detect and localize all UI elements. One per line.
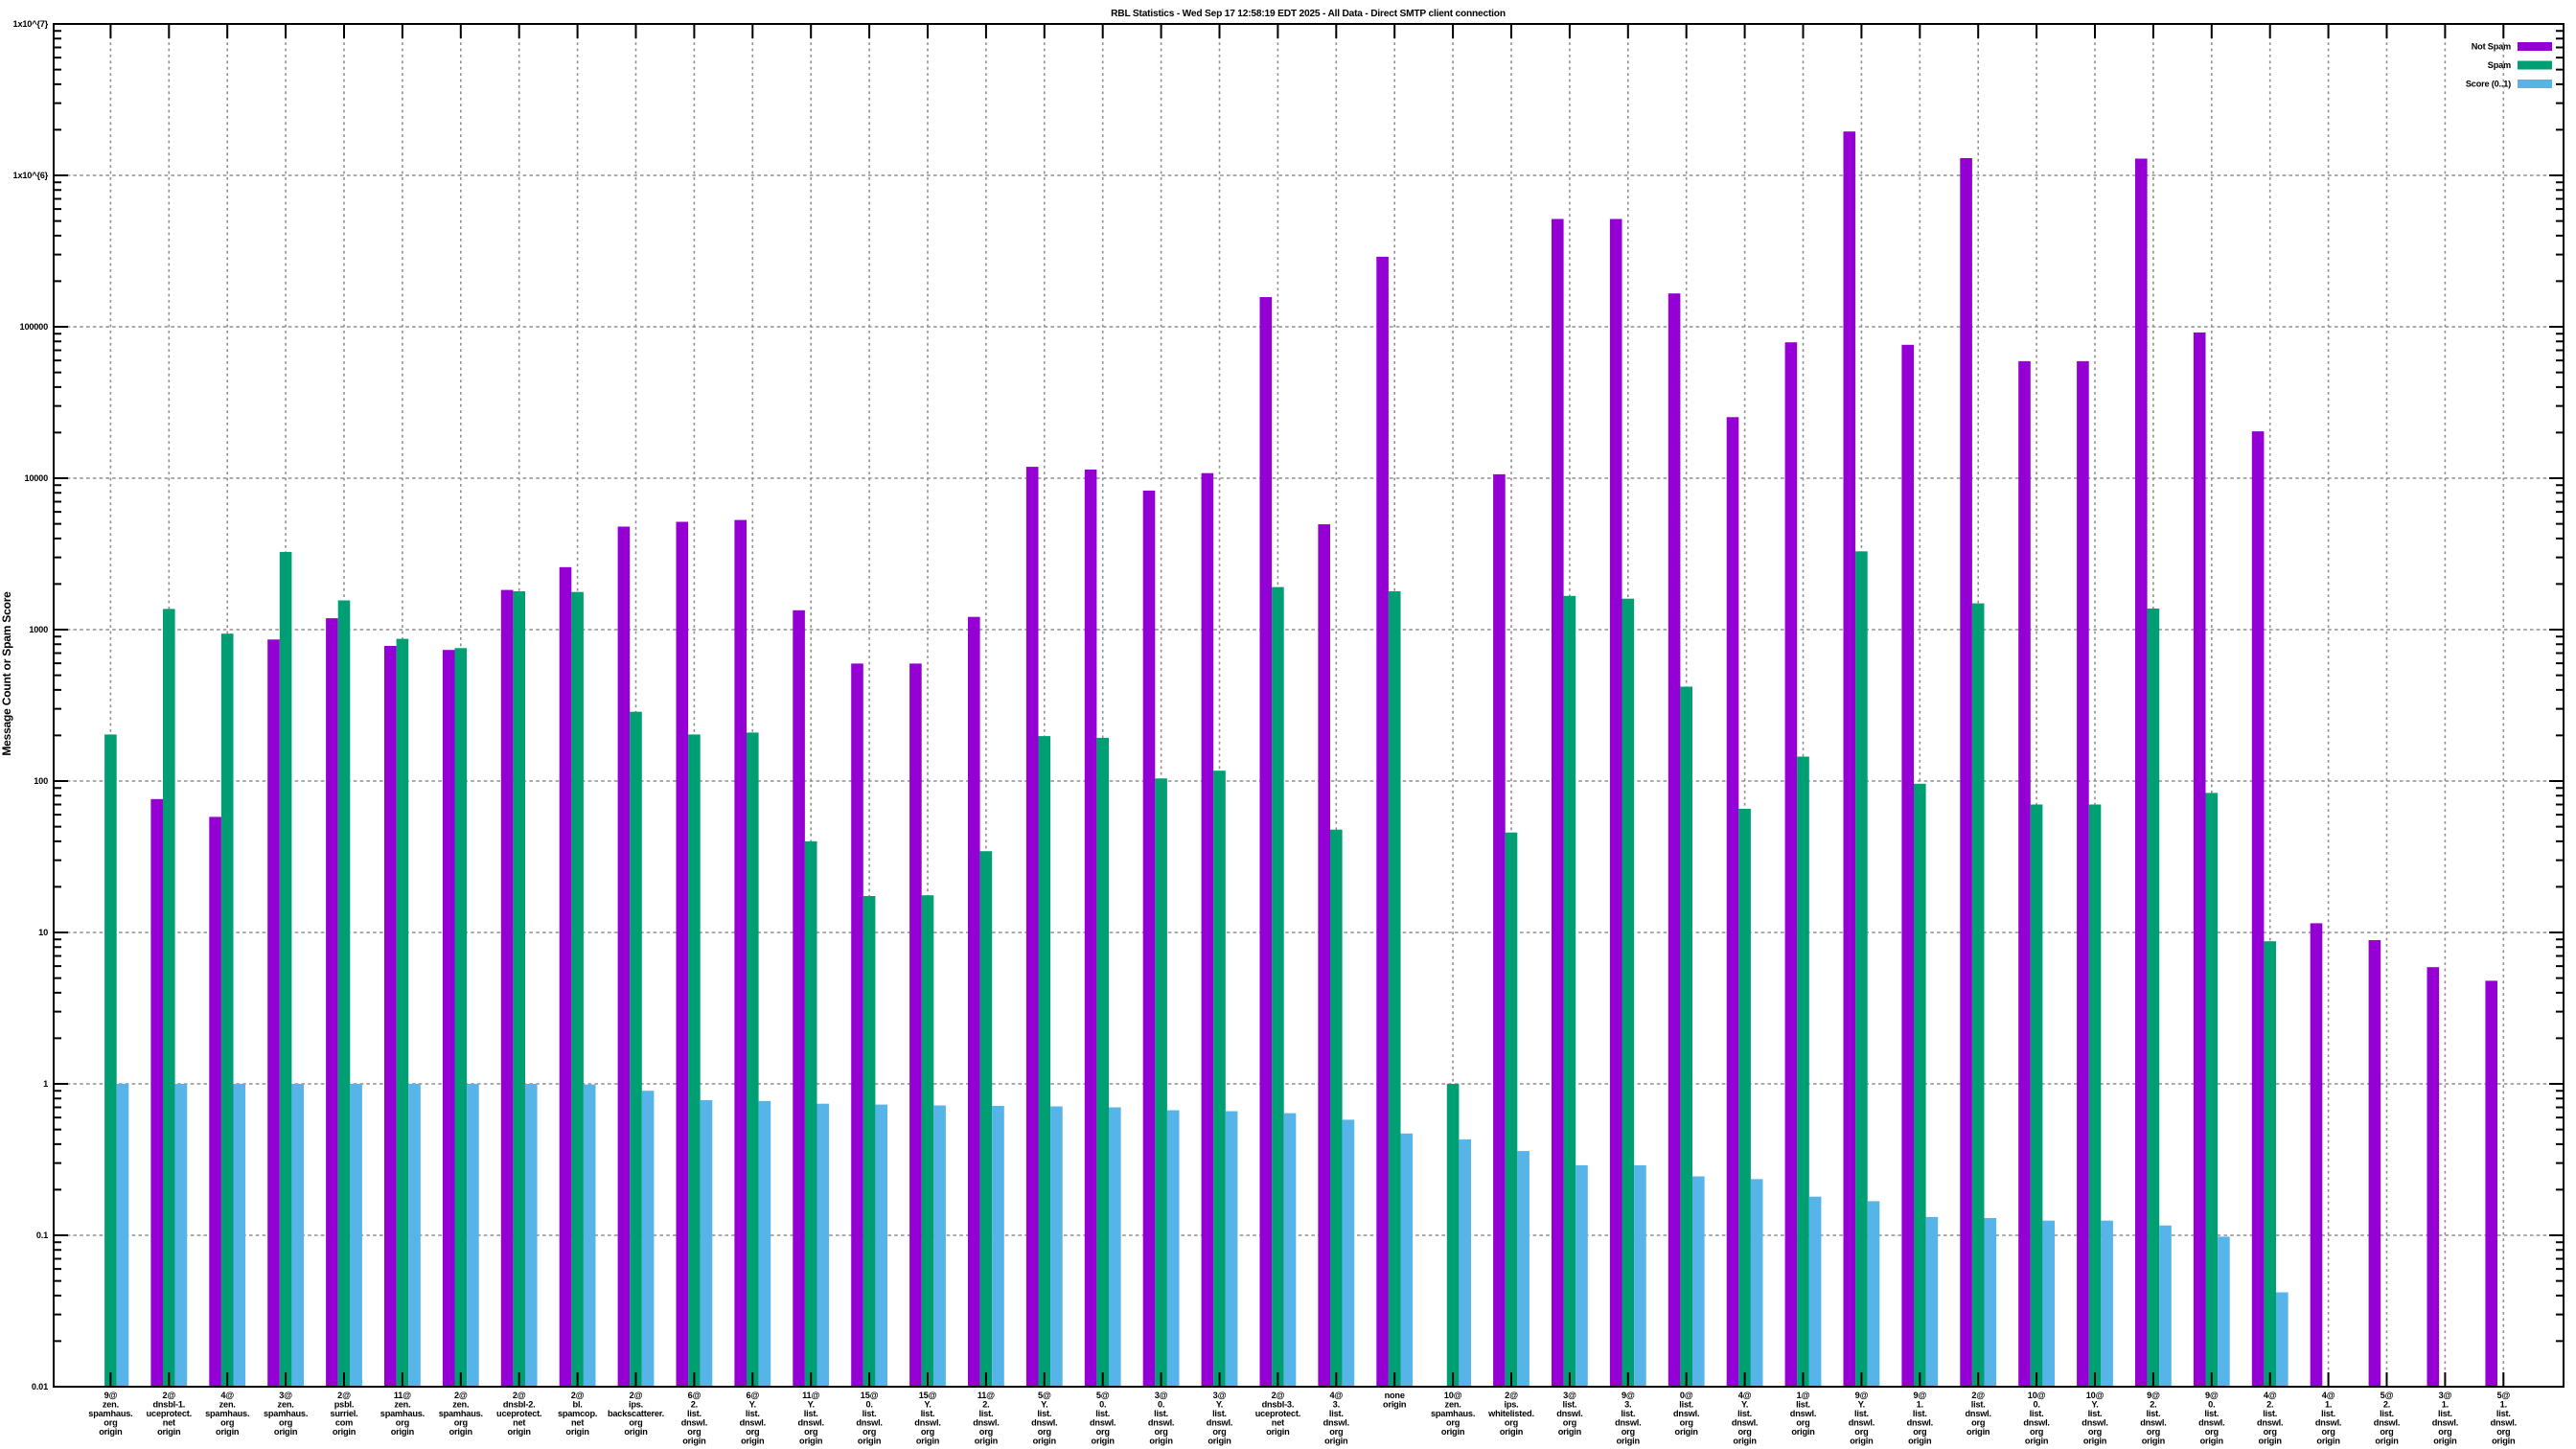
svg-text:10: 10	[38, 928, 48, 937]
svg-text:1x10^{6}: 1x10^{6}	[13, 171, 49, 180]
svg-text:Score (0..1): Score (0..1)	[2466, 80, 2511, 89]
svg-text:1: 1	[43, 1079, 48, 1089]
svg-text:RBL Statistics - Wed Sep 17 12: RBL Statistics - Wed Sep 17 12:58:19 EDT…	[1111, 9, 1506, 19]
svg-text:0.01: 0.01	[32, 1382, 48, 1392]
svg-text:Not Spam: Not Spam	[2472, 42, 2511, 52]
svg-text:Spam: Spam	[2488, 60, 2511, 70]
svg-text:Message Count or Spam Score: Message Count or Spam Score	[0, 591, 13, 756]
svg-text:0.1: 0.1	[36, 1230, 48, 1240]
svg-text:1x10^{7}: 1x10^{7}	[13, 19, 49, 29]
svg-text:100000: 100000	[20, 322, 49, 332]
svg-text:1000: 1000	[29, 625, 48, 634]
svg-text:100: 100	[34, 776, 48, 786]
svg-text:10000: 10000	[24, 473, 48, 483]
